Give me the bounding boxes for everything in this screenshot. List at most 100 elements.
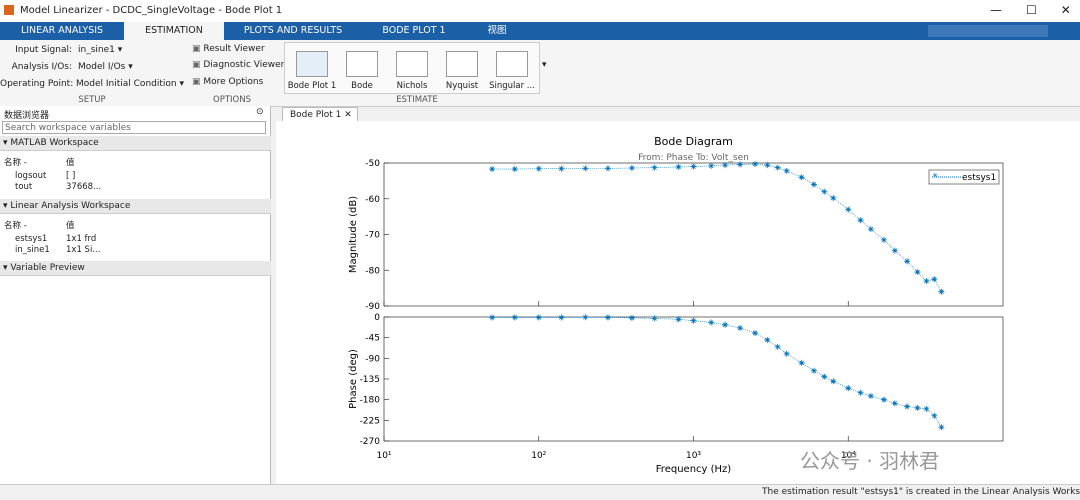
y-tick-label: -90 — [365, 302, 380, 312]
data-point — [722, 321, 729, 328]
y-tick-label: 0 — [374, 313, 380, 323]
data-point — [690, 317, 697, 324]
column-header[interactable]: 值 — [66, 158, 75, 168]
bode-chart: Bode Diagram From: Phase To: Volt_sen Freq… — [348, 135, 1004, 475]
watermark: 公众号 · 羽林君 — [800, 449, 940, 473]
data-point — [938, 288, 945, 295]
series-line — [492, 316, 942, 428]
chart-subtitle: From: Phase To: Volt_sen — [638, 153, 749, 163]
data-point — [867, 392, 874, 399]
tab[interactable]: ESTIMATION — [124, 22, 224, 40]
column-header[interactable]: 值 — [66, 221, 75, 231]
window-controls[interactable]: —☐✕ — [990, 3, 1071, 17]
chart-title: Bode Diagram — [654, 135, 733, 148]
section-header[interactable]: Variable Preview — [0, 261, 271, 276]
data-browser: 数据浏览器 ⊙ Search workspace variables MATLA… — [0, 106, 271, 484]
data-point — [914, 404, 921, 411]
panel-menu[interactable]: ⊙ — [256, 107, 264, 117]
data-point — [489, 166, 496, 173]
data-point — [867, 226, 874, 233]
option-button[interactable]: Diagnostic Viewer — [192, 60, 284, 70]
data-point — [582, 314, 589, 321]
data-point — [821, 188, 828, 195]
toolstrip: Input Signal: in_sine1 Analysis I/Os: Mo… — [0, 40, 1080, 107]
series-line — [492, 163, 942, 292]
y-tick-label: -225 — [360, 416, 380, 426]
section-header[interactable]: Linear Analysis Workspace — [0, 199, 271, 214]
data-point — [783, 350, 790, 357]
data-point — [774, 343, 781, 350]
data-point — [722, 162, 729, 169]
data-point — [798, 359, 805, 366]
data-point — [798, 174, 805, 181]
legend-box — [928, 169, 1000, 185]
data-point — [845, 385, 852, 392]
data-point — [690, 163, 697, 170]
estimate-button[interactable]: Nyquist — [445, 81, 479, 91]
var-name[interactable]: logsout — [15, 171, 47, 181]
data-point — [604, 314, 611, 321]
data-point — [810, 181, 817, 188]
data-point — [558, 314, 565, 321]
column-header[interactable]: 名称 - — [4, 158, 27, 168]
var-value: 37668... — [66, 182, 102, 192]
y-tick-label: -135 — [360, 375, 380, 385]
data-point — [923, 405, 930, 412]
data-point — [651, 164, 658, 171]
y-axis-label: Phase (deg) — [348, 349, 359, 409]
gallery: Bode Plot 1 Bode Nichols Nyquist Singula… — [284, 42, 540, 94]
data-point — [651, 315, 658, 322]
icon — [296, 51, 328, 77]
search-box[interactable]: Search workspace variables — [2, 121, 266, 134]
data-point — [535, 165, 542, 172]
column-header[interactable]: 名称 - — [4, 221, 27, 231]
document-tab[interactable]: Bode Plot 1 ✕ — [282, 107, 358, 121]
estimate-button[interactable]: Bode Plot 1 — [287, 81, 337, 91]
section-label: OPTIONS — [213, 95, 251, 105]
var-name[interactable]: estsys1 — [15, 234, 48, 244]
data-point — [675, 316, 682, 323]
section-header[interactable]: MATLAB Workspace — [0, 136, 271, 151]
status-bar: The estimation result "estsys1" is creat… — [0, 484, 1080, 500]
icon — [346, 51, 378, 77]
x-axis-label: Frequency (Hz) — [656, 464, 732, 475]
icon — [396, 51, 428, 77]
dropdown-value: Model I/Os — [78, 62, 126, 72]
estimate-button[interactable]: Nichols — [396, 81, 428, 91]
data-point — [489, 314, 496, 321]
data-point — [752, 330, 759, 337]
dropdown-value: in_sine1 — [78, 45, 115, 55]
x-tick-label: 10³ — [686, 451, 701, 461]
tab[interactable]: BODE PLOT 1 — [382, 25, 446, 36]
status-text: The estimation result "estsys1" is creat… — [762, 487, 1080, 497]
dropdown[interactable]: Model Initial Condition — [76, 79, 184, 89]
axes-frame — [383, 316, 1004, 442]
tab[interactable]: LINEAR ANALYSIS — [20, 25, 104, 36]
var-name[interactable]: in_sine1 — [15, 245, 50, 255]
data-point — [830, 195, 837, 202]
tab[interactable]: 视图 — [487, 25, 507, 36]
data-point — [511, 314, 518, 321]
dropdown[interactable]: Model I/Os — [78, 62, 133, 72]
option-button[interactable]: More Options — [192, 77, 263, 87]
data-point — [938, 424, 945, 431]
y-tick-label: -270 — [360, 437, 381, 447]
data-point — [891, 400, 898, 407]
quick-access[interactable] — [928, 25, 1048, 37]
legend-label: estsys1 — [962, 173, 996, 183]
app-icon — [4, 5, 14, 15]
var-name[interactable]: tout — [15, 182, 33, 192]
data-point — [810, 367, 817, 374]
option-button[interactable]: Result Viewer — [192, 44, 264, 54]
tab[interactable]: PLOTS AND RESULTS — [243, 25, 343, 36]
field-label: Analysis I/Os: — [11, 62, 72, 72]
gallery-expand[interactable]: ▾ — [542, 60, 547, 70]
tab-bar: LINEAR ANALYSIS ESTIMATION PLOTS AND RES… — [0, 22, 1080, 40]
section-label: ESTIMATE — [396, 95, 438, 105]
estimate-button[interactable]: Singular ... — [489, 81, 535, 91]
dropdown[interactable]: in_sine1 — [78, 45, 122, 55]
estimate-button[interactable]: Bode — [351, 81, 373, 91]
dropdown-value: Model Initial Condition — [76, 79, 177, 89]
data-point — [764, 336, 771, 343]
